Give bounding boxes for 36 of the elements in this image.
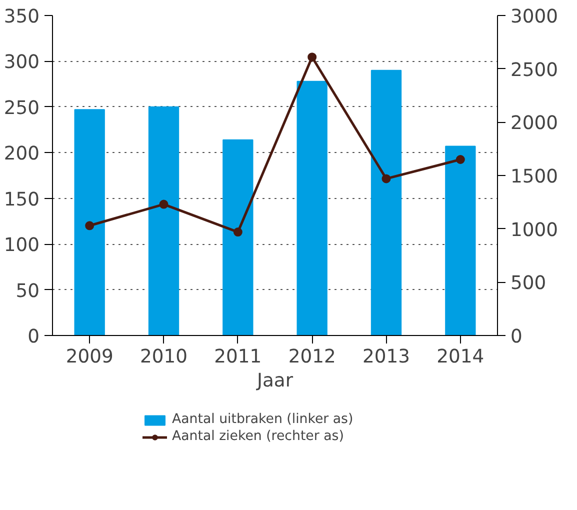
y-tick-label: 350 bbox=[4, 6, 40, 28]
y-tick-label: 50 bbox=[16, 280, 40, 302]
bar bbox=[370, 70, 402, 336]
y2-tick-label: 500 bbox=[510, 273, 546, 294]
x-tick-label: 2012 bbox=[288, 346, 336, 368]
bar bbox=[148, 106, 180, 336]
x-tick-label: 2009 bbox=[66, 346, 114, 368]
y-tick-label: 200 bbox=[4, 144, 40, 165]
legend-label: Aantal zieken (rechter as) bbox=[172, 429, 344, 444]
bar bbox=[74, 109, 105, 336]
point bbox=[382, 174, 391, 184]
x-tick-label: 2014 bbox=[436, 346, 484, 368]
y2-tick-label: 2000 bbox=[510, 113, 558, 134]
y2-tick-label: 1500 bbox=[510, 166, 558, 188]
y2-tick-label: 0 bbox=[510, 326, 522, 348]
x-tick-label: 2011 bbox=[214, 346, 262, 368]
legend-label: Aantal uitbraken (linker as) bbox=[172, 412, 354, 427]
bar bbox=[296, 80, 328, 336]
y-tick-label: 300 bbox=[4, 52, 40, 74]
bar bbox=[445, 146, 476, 336]
y2-tick-label: 3000 bbox=[510, 6, 558, 28]
y2-tick-label: 1000 bbox=[510, 220, 558, 241]
point bbox=[308, 52, 317, 62]
bar bbox=[222, 139, 254, 336]
point bbox=[233, 228, 242, 237]
point bbox=[159, 200, 168, 209]
y-tick-label: 0 bbox=[28, 326, 40, 348]
x-axis-title: Jaar bbox=[256, 370, 294, 392]
point bbox=[85, 221, 94, 230]
y2-tick-label: 2500 bbox=[510, 60, 558, 81]
y-tick-label: 100 bbox=[4, 235, 40, 256]
point bbox=[456, 155, 465, 164]
y-tick-label: 250 bbox=[4, 98, 40, 119]
x-tick-label: 2013 bbox=[362, 346, 410, 368]
y-tick-label: 150 bbox=[4, 189, 40, 210]
x-tick-label: 2010 bbox=[140, 346, 188, 368]
